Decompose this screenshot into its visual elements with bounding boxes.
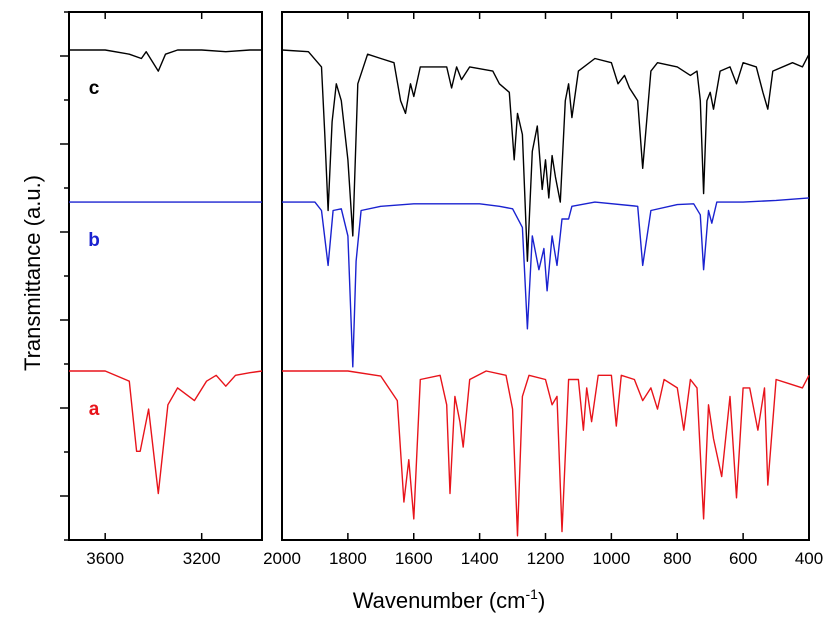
series-line-c xyxy=(281,49,810,262)
series-line-a xyxy=(282,370,810,537)
right-x-ticks: 2000 1800 1600 1400 1200 1000 800 600 400 xyxy=(263,12,823,568)
y-axis-title: Transmittance (a.u.) xyxy=(20,175,45,371)
series-label-a: a xyxy=(89,399,100,420)
right-series-lines xyxy=(281,49,810,537)
y-ticks xyxy=(60,11,69,541)
x-tick-label: 400 xyxy=(795,549,823,568)
x-tick-label: 1600 xyxy=(395,549,433,568)
x-tick-label: 1200 xyxy=(527,549,565,568)
x-tick-label: 1400 xyxy=(461,549,499,568)
x-axis-title-superscript: -1 xyxy=(526,586,539,602)
x-tick-label: 1800 xyxy=(329,549,367,568)
series-label-c: c xyxy=(89,78,100,99)
x-axis-title-end: ) xyxy=(538,588,545,613)
series-labels: a b c xyxy=(88,78,100,420)
series-line-c xyxy=(69,49,262,72)
series-line-a xyxy=(69,370,263,495)
left-series-lines xyxy=(69,49,263,495)
x-axis-title-main: Wavenumber (cm xyxy=(353,588,526,613)
right-panel: 2000 1800 1600 1400 1200 1000 800 600 400 xyxy=(263,11,823,568)
series-line-b xyxy=(282,197,810,368)
x-tick-label: 800 xyxy=(663,549,691,568)
x-axis-title: Wavenumber (cm-1) xyxy=(353,586,546,613)
x-tick-label: 3200 xyxy=(183,549,221,568)
left-panel: 3600 3200 xyxy=(68,11,263,568)
x-tick-label: 3600 xyxy=(86,549,124,568)
left-x-ticks: 3600 3200 xyxy=(86,12,221,568)
x-tick-label: 600 xyxy=(729,549,757,568)
series-label-b: b xyxy=(88,230,100,251)
x-tick-label: 2000 xyxy=(263,549,301,568)
x-tick-label: 1000 xyxy=(592,549,630,568)
